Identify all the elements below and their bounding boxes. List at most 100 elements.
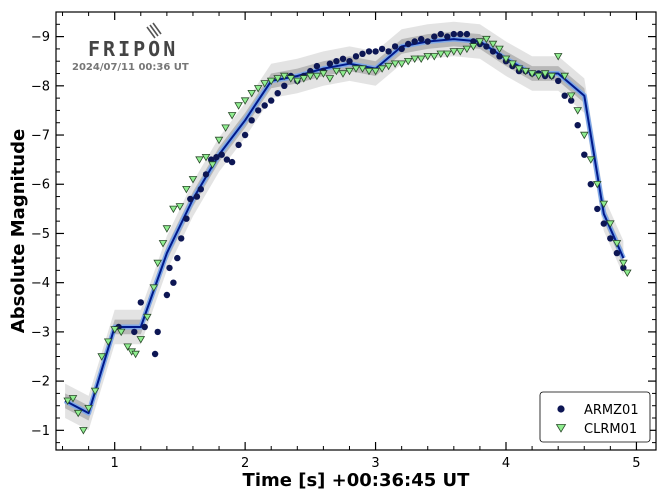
armz01-point [581,151,588,158]
y-tick-label: −1 [31,424,50,439]
axis-ticks: 1 2 3 4 5 −1 −2 −3 −4 −5 −6 −7 −8 −9 [31,11,656,471]
clrm01-point [325,75,335,83]
armz01-point [339,55,347,62]
clrm01-point [201,154,211,162]
armz01-point [391,43,399,50]
clrm01-point [103,338,113,346]
clrm01-point [377,65,387,73]
clrm01-point [495,45,504,54]
armz01-point [561,92,568,99]
armz01-point [183,215,190,222]
clrm01-point [299,75,309,83]
armz01-point [378,45,386,53]
clrm01-point [436,50,446,58]
clrm01-point [227,112,237,120]
clrm01-point [110,326,119,334]
armz01-point [365,48,373,55]
armz01-point [372,48,379,55]
clrm01-point [593,181,602,189]
armz01-point [359,50,366,57]
clrm01-point [234,102,243,110]
y-tick-label: −5 [31,227,50,242]
clrm01-point [560,72,569,81]
clrm01-point [430,53,439,61]
armz01-point [346,58,353,65]
x-tick-label: 5 [632,456,640,471]
y-axis-title: Absolute Magnitude [8,129,29,333]
armz01-point [154,328,161,336]
armz01-point [248,117,255,124]
clrm01-point [573,107,582,115]
clrm01-point [182,186,191,194]
clrm01-point [521,67,530,76]
clrm01-point [482,35,491,44]
clrm01-point [312,72,322,81]
clrm01-point [136,336,146,344]
clrm01-point [540,70,550,78]
clrm01-point [221,124,230,132]
armz01-point [437,30,444,38]
armz01-point [208,156,215,163]
armz01-point [268,97,275,104]
armz01-point [151,350,159,358]
armz01-point [450,30,457,38]
legend-marker-clrm01 [555,424,567,433]
clrm01-point [351,65,361,73]
x-tick-label: 2 [241,456,249,471]
armz01-point [613,249,621,257]
y-tick-label: −8 [31,79,50,94]
clrm01-point [469,43,478,51]
clrm01-point [338,70,348,78]
uncertainty-band-inner [65,31,624,421]
armz01-point [489,48,497,55]
clrm01-point [423,53,432,61]
armz01-point [424,38,431,45]
armz01-point [255,107,262,114]
armz01-point [594,205,601,213]
armz01-point [555,77,562,85]
armz01-point [463,30,471,38]
armz01-point [470,38,477,45]
armz01-point [281,82,288,90]
clrm01-point [443,50,452,58]
clrm01-point [175,203,185,211]
armz01-point [405,40,412,48]
y-tick-label: −7 [31,129,50,144]
armz01-point [235,141,242,149]
clrm01-point [208,161,217,169]
armz01-point [241,131,249,139]
armz01-point [398,45,405,53]
clrm01-point [390,60,400,68]
data-points [63,30,632,435]
armz01-point [131,328,138,336]
clrm01-point [599,200,609,209]
clrm01-point [449,48,459,56]
clrm01-point [488,40,498,49]
legend-marker-armz01 [557,405,565,413]
clrm01-point [527,70,537,78]
clrm01-point [586,156,596,164]
armz01-point [213,154,220,161]
x-axis-title: Time [s] +00:36:45 UT [243,470,471,491]
clrm01-point [358,65,367,73]
armz01-point [187,195,194,203]
logo-wordmark: FRIPON [88,37,178,61]
y-tick-label: −2 [31,375,50,390]
clrm01-point [345,67,354,76]
clrm01-point [456,48,465,56]
clrm01-point [240,97,250,105]
armz01-point [385,48,392,55]
clrm01-point [116,328,126,337]
clrm01-point [63,397,72,405]
uncertainty-bands [65,21,624,431]
clrm01-point [195,156,204,164]
comet-icon [146,22,162,39]
armz01-point [141,323,148,331]
armz01-point [496,53,503,60]
legend: ARMZ01 CLRM01 [539,391,651,443]
clrm01-point [131,350,140,359]
armz01-point [352,53,360,60]
y-tick-label: −3 [31,325,50,340]
clrm01-point [619,259,628,268]
x-tick-label: 1 [111,456,119,471]
